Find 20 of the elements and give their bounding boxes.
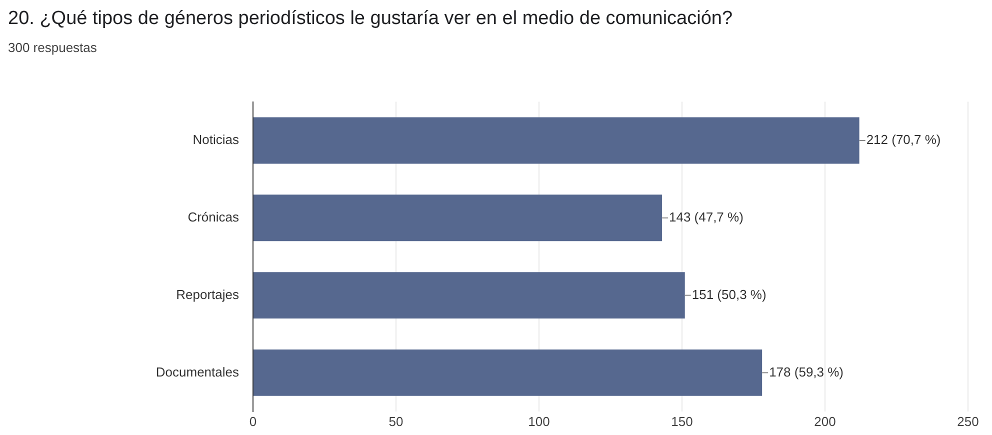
- y-tick-label: Reportajes: [176, 286, 240, 302]
- data-label: 143 (47,7 %): [668, 209, 744, 224]
- x-tick-label: 200: [814, 414, 836, 429]
- x-tick-label: 250: [957, 414, 979, 429]
- y-tick-label: Noticias: [192, 132, 240, 148]
- data-label: 178 (59,3 %): [769, 364, 844, 380]
- text: 300 respuestas: [8, 40, 97, 55]
- bar: [254, 117, 860, 164]
- x-tick-label: 50: [388, 414, 404, 429]
- y-tick-label: Crónicas: [188, 209, 240, 224]
- chart-title: 20. ¿Qué tipos de géneros periodísticos le gustaría ver en el medio de comunicación?: [8, 8, 733, 30]
- data-label: 212 (70,7 %): [866, 132, 941, 148]
- x-tick-label: 0: [249, 414, 257, 429]
- y-tick-label: Documentales: [156, 364, 240, 380]
- data-label: 151 (50,3 %): [692, 286, 766, 302]
- x-tick-label: 100: [528, 414, 550, 429]
- bar: [254, 349, 762, 396]
- bar: [254, 272, 685, 319]
- bar: [254, 194, 662, 242]
- x-tick-label: 150: [671, 414, 693, 429]
